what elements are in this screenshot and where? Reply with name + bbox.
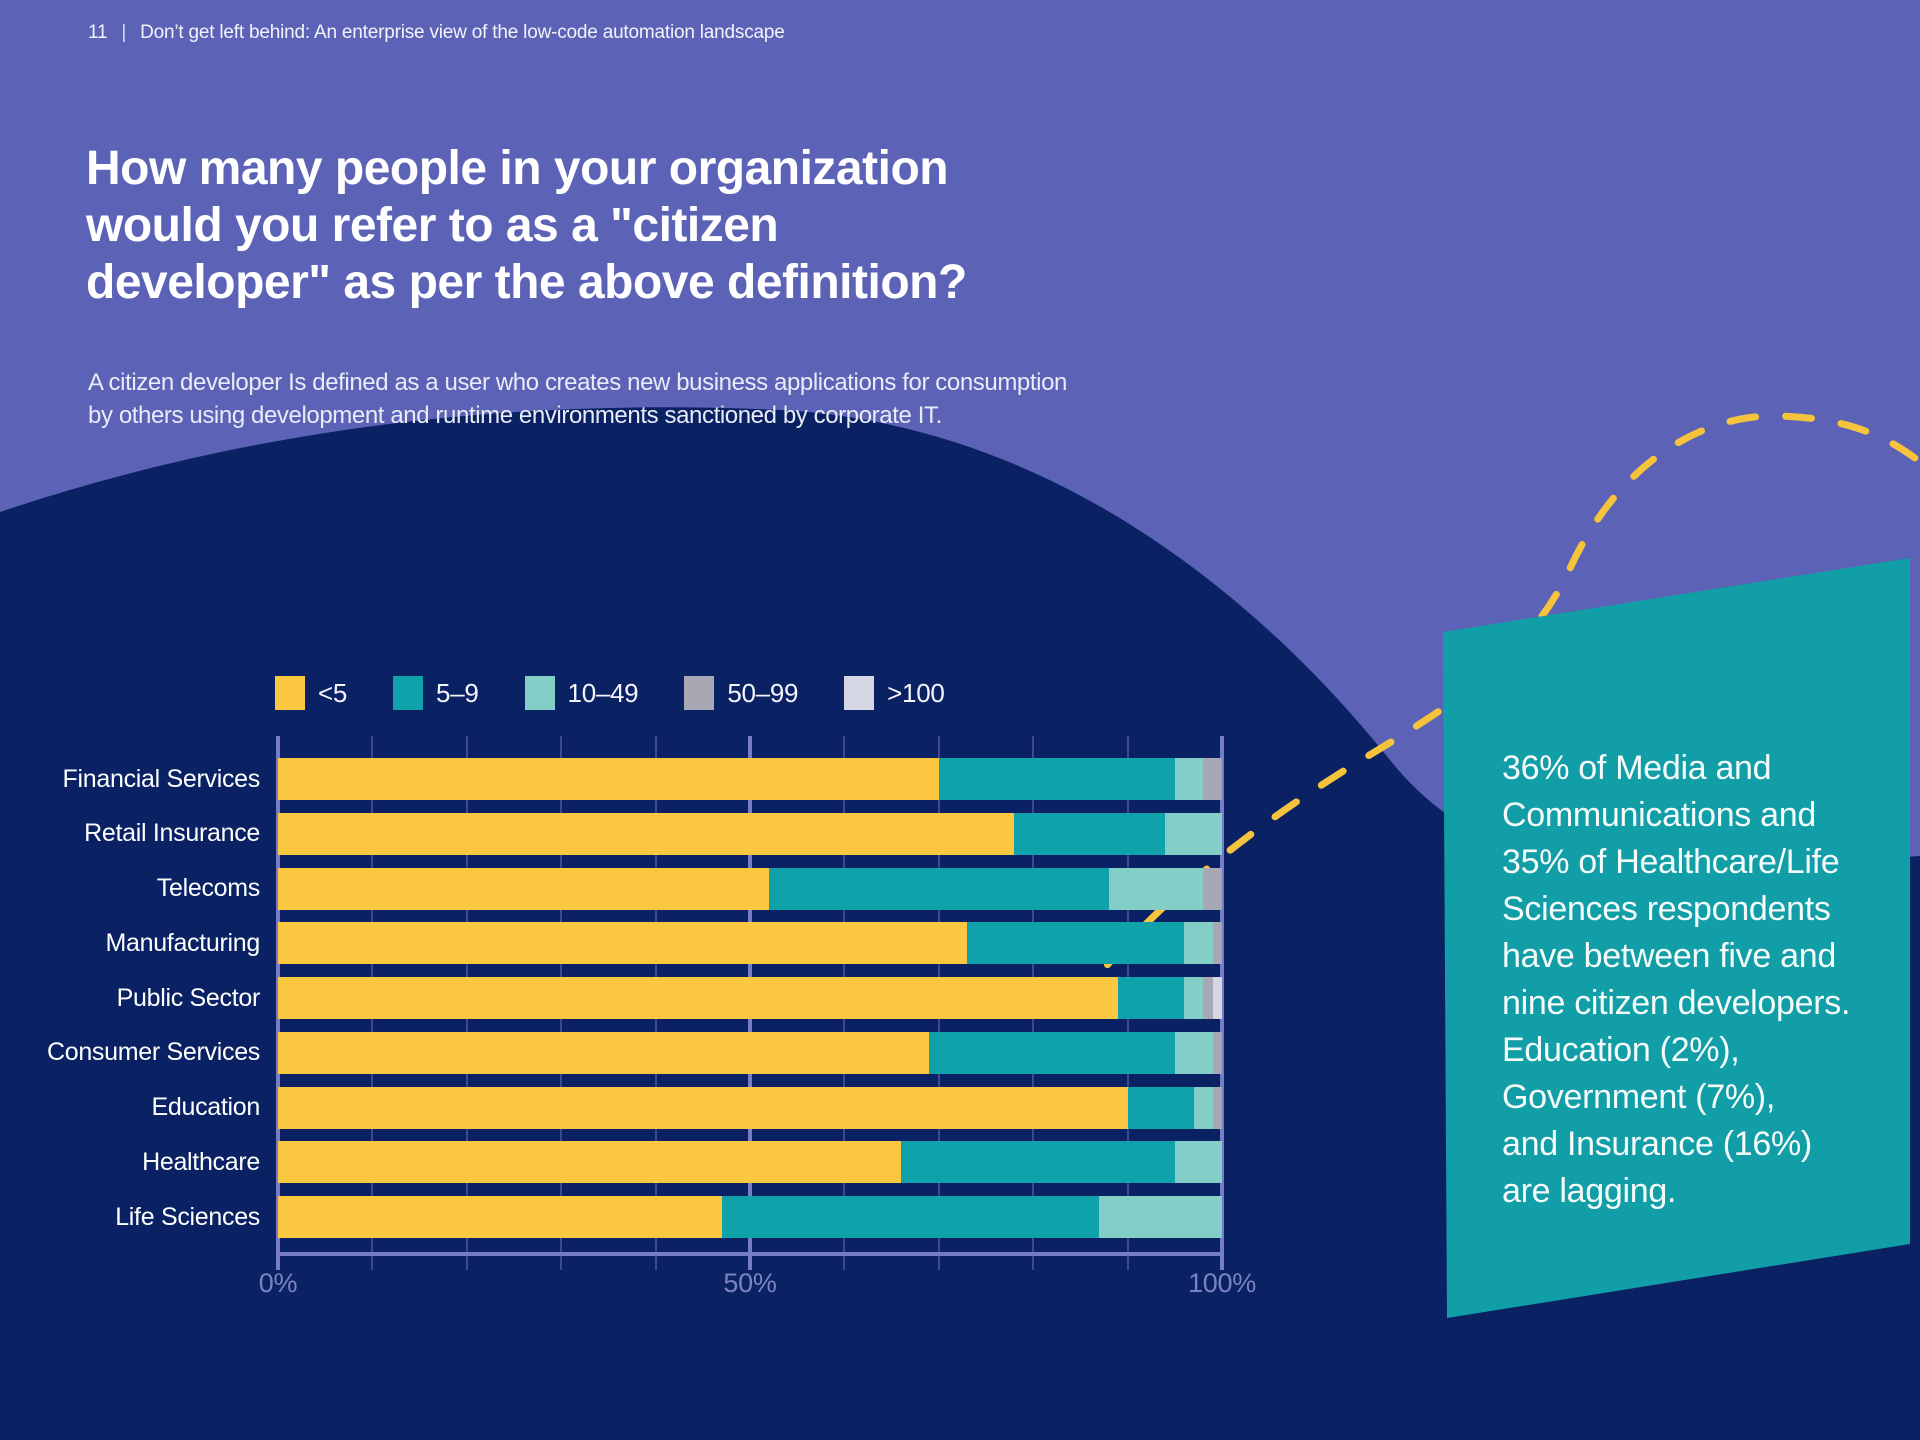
bar-row-financial-services: Financial Services: [63, 758, 1222, 800]
legend-swatch-icon: [393, 676, 424, 710]
x-axis-tick: [1126, 1256, 1129, 1270]
category-label: Manufacturing: [105, 928, 260, 957]
callout-box: 36% of Media and Communications and 35% …: [1443, 558, 1910, 1318]
x-axis-tick: [560, 1256, 563, 1270]
bar-segment-5–9: [721, 1196, 1100, 1238]
legend-item->100: >100: [844, 676, 945, 710]
legend-item-<5: <5: [275, 676, 347, 710]
legend-label: 5–9: [436, 677, 479, 708]
report-header: 11 | Don’t get left behind: An enterpris…: [88, 22, 785, 44]
x-axis-tick: [937, 1256, 940, 1270]
x-axis-tick: [843, 1256, 846, 1270]
category-label: Healthcare: [142, 1147, 260, 1176]
bar-segment-10–49: [1174, 1141, 1222, 1184]
legend-item-5–9: 5–9: [393, 676, 479, 710]
bar-segment-10–49: [1184, 922, 1213, 965]
bar-segment-10–49: [1174, 1031, 1213, 1074]
report-title: Don’t get left behind: An enterprise vie…: [140, 22, 785, 43]
x-axis-tick: [465, 1256, 468, 1270]
category-label: Telecoms: [156, 874, 261, 902]
category-label: Financial Services: [62, 764, 261, 793]
bar-segment-5–9: [901, 1141, 1175, 1184]
bar-segment-5–9: [929, 1031, 1175, 1074]
x-axis-tick: [748, 1256, 752, 1270]
bar-segment-<5: [278, 1196, 722, 1238]
bar-segment-<5: [278, 812, 1015, 855]
bar-row-consumer-services: Consumer Services: [47, 1031, 1222, 1074]
x-tick-label-100%: 100%: [1188, 1268, 1256, 1298]
bar-row-healthcare: Healthcare: [142, 1141, 1222, 1184]
legend-label: 50–99: [727, 677, 799, 708]
gridline-100pct: [1220, 736, 1224, 1252]
legend-swatch-icon: [684, 676, 715, 710]
bar-segment-5–9: [1014, 812, 1166, 855]
x-axis-tick: [1032, 1256, 1035, 1270]
x-axis-tick: [1220, 1256, 1224, 1270]
bar-segment-50–99: [1203, 758, 1222, 800]
bar-segment->100: [1212, 977, 1222, 1019]
legend-item-50–99: 50–99: [684, 676, 798, 710]
bar-segment-<5: [278, 977, 1119, 1019]
category-label: Retail Insurance: [84, 819, 260, 848]
yellow-dashed-curve-decoration: [1068, 412, 1920, 1012]
x-axis-tick: [371, 1256, 374, 1270]
bar-segment-10–49: [1108, 867, 1204, 910]
page-number: 11: [88, 22, 108, 43]
callout-text: 36% of Media and Communications and 35% …: [1502, 749, 1851, 1210]
bar-segment-10–49: [1174, 758, 1204, 800]
legend-swatch-icon: [844, 676, 875, 710]
bar-segment-10–49: [1099, 1196, 1222, 1238]
legend-swatch-icon: [275, 676, 305, 710]
bar-segment-<5: [278, 1141, 902, 1184]
bar-segment-<5: [278, 1086, 1128, 1129]
x-axis-tick: [654, 1256, 657, 1270]
chart-legend: <5 5–9 10–49 50–99 >100: [275, 676, 945, 710]
page-title: How many people in your organization wou…: [86, 142, 967, 310]
page-subtitle: A citizen developer Is defined as a user…: [88, 369, 1067, 429]
bar-segment-5–9: [1118, 977, 1185, 1019]
bar-row-retail-insurance: Retail Insurance: [84, 812, 1222, 855]
bar-segment-50–99: [1212, 1031, 1222, 1074]
bar-segment-5–9: [938, 758, 1175, 800]
legend-label: <5: [318, 677, 348, 708]
x-tick-label-50%: 50%: [723, 1268, 777, 1298]
plot-area: Financial Services Retail Insurance Teleco…: [47, 736, 1256, 1298]
bar-segment-10–49: [1193, 1086, 1213, 1129]
bar-segment-<5: [278, 758, 939, 800]
bar-segment-10–49: [1184, 977, 1204, 1019]
legend-label: 10–49: [567, 677, 639, 708]
bar-segment-5–9: [768, 867, 1109, 910]
bar-segment-5–9: [1127, 1086, 1194, 1129]
legend-item-10–49: 10–49: [524, 676, 639, 710]
bar-row-life-sciences: Life Sciences: [115, 1196, 1222, 1238]
bar-segment-50–99: [1212, 922, 1222, 965]
legend-swatch-icon: [524, 676, 555, 710]
bar-row-telecoms: Telecoms: [157, 867, 1222, 910]
x-tick-label-0%: 0%: [258, 1268, 298, 1298]
bar-segment-<5: [278, 1031, 930, 1074]
bar-row-manufacturing: Manufacturing: [105, 922, 1222, 965]
bar-segment-5–9: [967, 922, 1185, 965]
bar-segment-50–99: [1203, 977, 1213, 1019]
category-label: Consumer Services: [46, 1038, 260, 1067]
bar-segment-<5: [278, 922, 968, 965]
x-axis-line: [276, 1252, 1224, 1256]
bar-row-public-sector: Public Sector: [117, 977, 1222, 1019]
bar-segment-<5: [278, 867, 769, 910]
bar-segment-10–49: [1165, 812, 1222, 855]
bar-segment-50–99: [1212, 1086, 1222, 1129]
bar-segment-50–99: [1203, 867, 1222, 910]
category-label: Life Sciences: [115, 1202, 260, 1231]
header-divider: |: [121, 22, 127, 43]
x-axis-tick: [276, 1256, 280, 1270]
bar-row-education: Education: [152, 1086, 1222, 1129]
legend-label: >100: [887, 677, 945, 708]
category-label: Education: [151, 1093, 261, 1121]
category-label: Public Sector: [116, 983, 261, 1012]
